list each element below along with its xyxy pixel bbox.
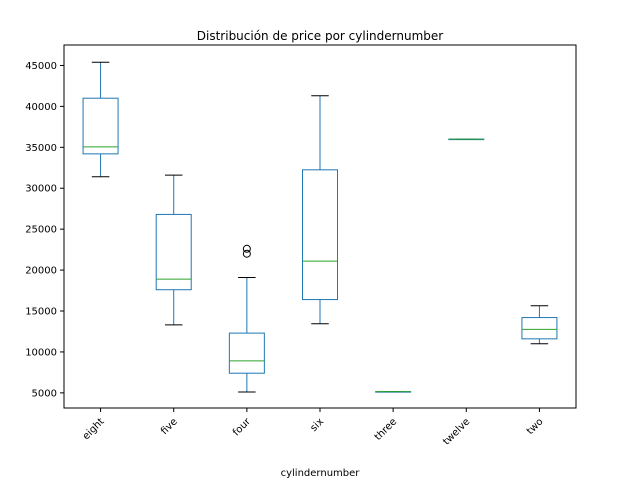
box-six xyxy=(302,95,338,325)
y-tick-label: 35000 xyxy=(25,143,57,154)
chart-title: Distribución de price por cylindernumber xyxy=(197,29,444,43)
iqr-box xyxy=(302,169,338,301)
box-four xyxy=(228,244,265,393)
y-tick-label: 20000 xyxy=(25,266,57,277)
box-two xyxy=(521,305,558,345)
box-eight xyxy=(82,61,119,178)
y-tick-label: 45000 xyxy=(25,61,57,72)
outlier-point xyxy=(242,249,251,258)
iqr-box xyxy=(521,317,558,340)
x-axis-label: cylindernumber xyxy=(281,468,361,479)
y-tick-label: 10000 xyxy=(25,347,57,358)
iqr-box xyxy=(228,332,265,374)
y-tick-label: 15000 xyxy=(25,307,57,318)
box-five xyxy=(155,174,192,326)
y-tick-label: 30000 xyxy=(25,184,57,195)
y-axis: 5000 10000 15000 20000 25000 30000 35000 40000 4… xyxy=(25,61,64,399)
iqr-box xyxy=(155,213,192,291)
boxes-group xyxy=(82,61,558,393)
box-three xyxy=(375,391,412,393)
outlier-point xyxy=(242,244,251,253)
box-twelve xyxy=(448,138,485,141)
plot-frame xyxy=(63,44,577,409)
iqr-box xyxy=(82,97,119,155)
y-tick-label: 40000 xyxy=(25,102,57,113)
y-tick-label: 25000 xyxy=(25,225,57,236)
y-tick-label: 5000 xyxy=(32,388,57,399)
